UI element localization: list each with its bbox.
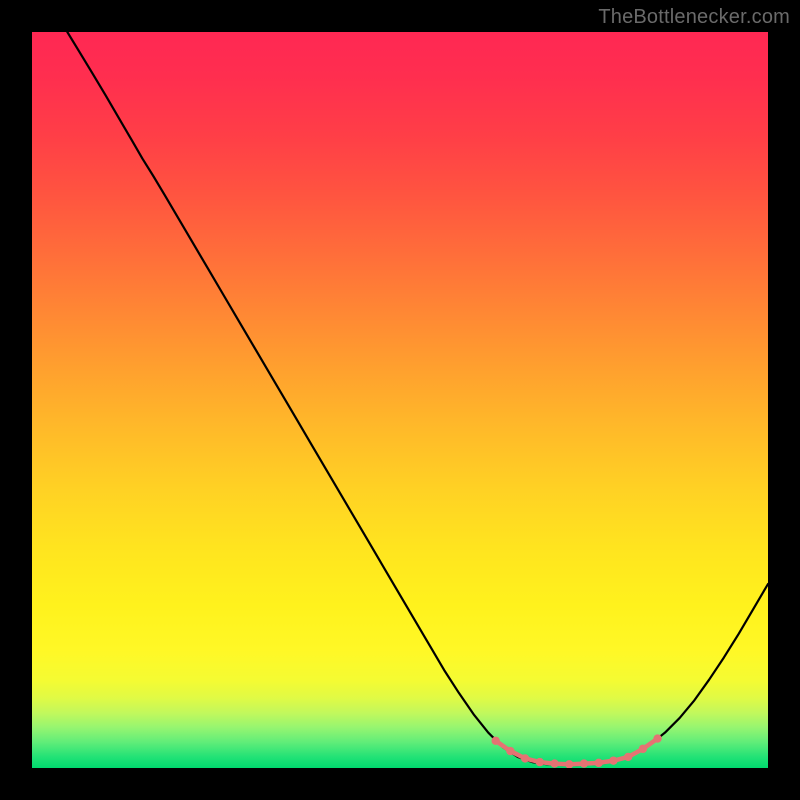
highlight-polyline (496, 739, 658, 765)
highlight-marker (580, 759, 588, 767)
highlight-marker (639, 745, 647, 753)
highlight-marker (624, 753, 632, 761)
highlight-marker (506, 747, 514, 755)
highlight-band (491, 734, 661, 768)
highlight-marker (609, 756, 617, 764)
highlight-marker (521, 754, 529, 762)
plot-area (32, 32, 768, 768)
plot-overlay (32, 32, 768, 768)
bottleneck-curve (67, 32, 768, 765)
highlight-marker (653, 734, 661, 742)
highlight-marker (565, 760, 573, 768)
highlight-marker (550, 759, 558, 767)
highlight-marker (536, 758, 544, 766)
attribution-text: TheBottlenecker.com (598, 6, 790, 29)
highlight-marker (595, 759, 603, 767)
highlight-marker (491, 737, 499, 745)
